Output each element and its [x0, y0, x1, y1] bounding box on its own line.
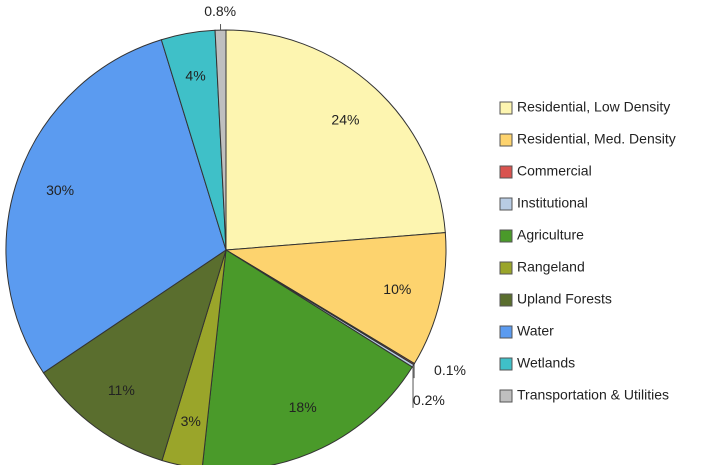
legend-label: Wetlands: [517, 355, 575, 371]
legend-swatch: [499, 293, 513, 307]
legend-swatch: [499, 325, 513, 339]
pie-slice: [224, 232, 447, 365]
data-label: 11%: [108, 382, 135, 398]
data-label: 10%: [383, 281, 411, 297]
data-label: 24%: [331, 111, 359, 127]
legend-swatch: [499, 197, 513, 211]
pie-slice: [5, 39, 227, 374]
data-label: 0.8%: [204, 3, 236, 19]
pie-slice: [214, 29, 227, 251]
legend-label: Residential, Med. Density: [517, 131, 676, 147]
legend-swatch: [499, 101, 513, 115]
data-label: 3%: [181, 413, 201, 429]
data-label: 4%: [185, 67, 205, 83]
legend-label: Institutional: [517, 195, 588, 211]
pie-slice: [42, 248, 227, 462]
legend-label: Rangeland: [517, 259, 585, 275]
legend-swatch: [499, 357, 513, 371]
legend-swatch: [499, 165, 513, 179]
data-label: 0.1%: [434, 362, 466, 378]
data-label: 30%: [46, 182, 74, 198]
legend-label: Water: [517, 323, 554, 339]
legend-label: Commercial: [517, 163, 592, 179]
data-label: 0.2%: [413, 392, 445, 408]
legend-label: Residential, Low Density: [517, 99, 670, 115]
legend-label: Transportation & Utilities: [517, 387, 669, 403]
legend-swatch: [499, 389, 513, 403]
legend-label: Upland Forests: [517, 291, 612, 307]
legend-swatch: [499, 229, 513, 243]
legend-swatch: [499, 261, 513, 275]
legend-label: Agriculture: [517, 227, 584, 243]
legend-swatch: [499, 133, 513, 147]
pie-slice: [225, 29, 446, 251]
data-label: 18%: [289, 399, 317, 415]
